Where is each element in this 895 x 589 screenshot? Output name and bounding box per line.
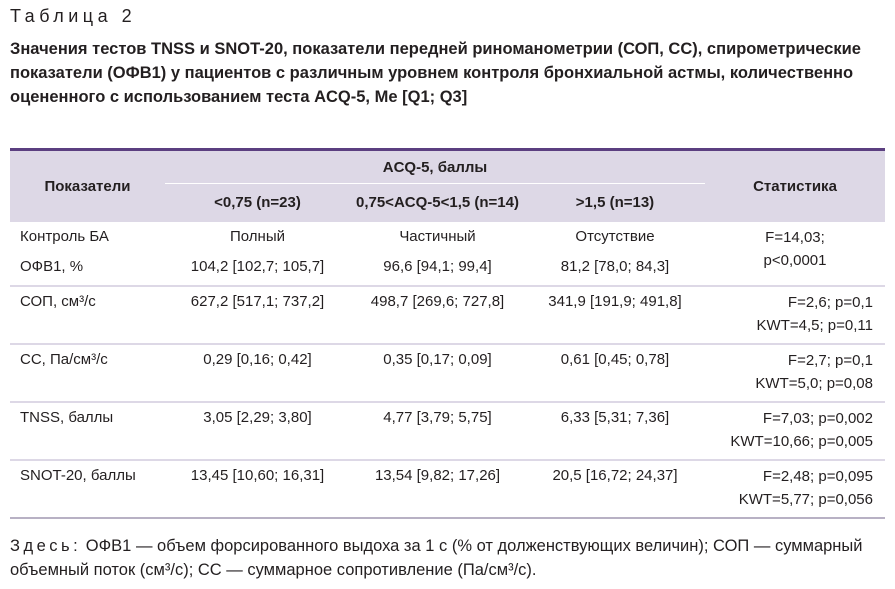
table-cell: TNSS, баллы: [10, 400, 165, 460]
cell-text: 13,54 [9,82; 17,26]: [374, 466, 501, 484]
cell-text: TNSS, баллы: [20, 408, 114, 426]
cell-text: SNOT-20, баллы: [20, 466, 136, 484]
table-cell: 13,45 [10,60; 16,31]: [165, 458, 350, 519]
table-caption: Таблица 2: [10, 6, 137, 26]
table-cell: Контроль БА: [10, 222, 165, 252]
data-table: Показатели ACQ-5, баллы Статистика <0,75…: [10, 148, 885, 519]
cell-text: 3,05 [2,29; 3,80]: [203, 408, 312, 426]
header-cell: Показатели: [10, 148, 165, 222]
cell-text: 104,2 [102,7; 105,7]: [190, 257, 325, 275]
table-row: Контроль БА Полный Частичный Отсутствие F=14…: [10, 222, 885, 269]
statistics-cell: F=2,6; p=0,1 KWT=4,5; p=0,11: [705, 284, 885, 344]
table-row: SNOT-20, баллы 13,45 [10,60; 16,31] 13,54 …: [10, 458, 885, 519]
table-row: TNSS, баллы 3,05 [2,29; 3,80] 4,77 [3,79; …: [10, 400, 885, 460]
statistics-cell: F=2,48; p=0,095 KWT=5,77; p=0,056: [705, 458, 885, 519]
cell-text: 341,9 [191,9; 491,8]: [548, 292, 682, 310]
cell-text: 0,35 [0,17; 0,09]: [383, 350, 492, 368]
header-cell: ACQ-5, баллы: [165, 148, 705, 184]
table-cell: 6,33 [5,31; 7,36]: [525, 400, 705, 460]
header-cell: Статистика: [705, 148, 885, 222]
statistics-line: F=7,03; p=0,002: [762, 409, 873, 427]
statistics-line: KWT=5,77; p=0,056: [738, 490, 873, 508]
cell-text: 627,2 [517,1; 737,2]: [190, 292, 325, 310]
cell-text: Полный: [230, 227, 285, 245]
cell-text: СОП, см³/с: [20, 292, 96, 310]
table-cell: 13,54 [9,82; 17,26]: [350, 458, 525, 519]
footnote-text: ОФВ1 — объем форсированного выдоха за 1 …: [10, 537, 863, 579]
table-cell: ОФВ1, %: [10, 252, 165, 286]
cell-text: Контроль БА: [20, 227, 109, 245]
header-cell: <0,75 (n=23): [165, 183, 350, 222]
table-cell: 498,7 [269,6; 727,8]: [350, 284, 525, 344]
table-cell: 20,5 [16,72; 24,37]: [525, 458, 705, 519]
table-cell: СОП, см³/с: [10, 284, 165, 344]
statistics-line: KWT=5,0; p=0,08: [755, 374, 873, 392]
table-cell: 0,61 [0,45; 0,78]: [525, 342, 705, 402]
header-cell: 0,75<ACQ-5<1,5 (n=14): [350, 183, 525, 222]
footnote: Здесь: ОФВ1 — объем форсированного выдох…: [10, 534, 890, 582]
table-cell: Частичный: [350, 222, 525, 252]
statistics-line: F=2,6; p=0,1: [787, 293, 873, 311]
header-row: Показатели ACQ-5, баллы Статистика: [10, 148, 885, 222]
cell-text: 0,61 [0,45; 0,78]: [560, 350, 670, 368]
cell-text: Частичный: [399, 227, 476, 245]
statistics-cell: F=14,03; p<0,0001: [705, 222, 885, 286]
table-row: СС, Па/см³/с 0,29 [0,16; 0,42] 0,35 [0,17;…: [10, 342, 885, 402]
cell-text: 13,45 [10,60; 16,31]: [190, 466, 325, 484]
footnote-lead: Здесь:: [10, 537, 82, 555]
cell-text: СС, Па/см³/с: [20, 350, 108, 368]
statistics-line: F=2,7; p=0,1: [787, 351, 873, 369]
statistics-cell: F=2,7; p=0,1 KWT=5,0; p=0,08: [705, 342, 885, 402]
table-row: ОФВ1, % 104,2 [102,7; 105,7] 96,6 [94,1; 9…: [10, 252, 885, 286]
cell-text: 4,77 [3,79; 5,75]: [383, 408, 492, 426]
table-cell: 4,77 [3,79; 5,75]: [350, 400, 525, 460]
statistics-cell: F=7,03; p=0,002 KWT=10,66; p=0,005: [705, 400, 885, 460]
table-row: СОП, см³/с 627,2 [517,1; 737,2] 498,7 [269…: [10, 284, 885, 344]
cell-text: 20,5 [16,72; 24,37]: [552, 466, 678, 484]
table-cell: 3,05 [2,29; 3,80]: [165, 400, 350, 460]
cell-text: ОФВ1, %: [20, 257, 84, 275]
statistics-line: KWT=10,66; p=0,005: [730, 432, 873, 450]
cell-text: 6,33 [5,31; 7,36]: [560, 408, 670, 426]
table-cell: SNOT-20, баллы: [10, 458, 165, 519]
table-cell: 627,2 [517,1; 737,2]: [165, 284, 350, 344]
table-cell: 0,29 [0,16; 0,42]: [165, 342, 350, 402]
cell-text: 81,2 [78,0; 84,3]: [560, 257, 670, 275]
table-cell: Полный: [165, 222, 350, 252]
table-cell: 341,9 [191,9; 491,8]: [525, 284, 705, 344]
statistics-line: KWT=4,5; p=0,11: [756, 316, 873, 334]
statistics-line: F=14,03;: [765, 228, 825, 246]
table-cell: Отсутствие: [525, 222, 705, 252]
table-cell: 0,35 [0,17; 0,09]: [350, 342, 525, 402]
header-cell: >1,5 (n=13): [525, 183, 705, 222]
statistics-line: F=2,48; p=0,095: [762, 467, 873, 485]
statistics-line: p<0,0001: [763, 251, 827, 269]
cell-text: Отсутствие: [575, 227, 655, 245]
table-title: Значения тестов TNSS и SNOT-20, показате…: [10, 40, 861, 106]
cell-text: 0,29 [0,16; 0,42]: [203, 350, 312, 368]
header-row: <0,75 (n=23) 0,75<ACQ-5<1,5 (n=14) >1,5 (n…: [10, 183, 885, 222]
table-cell: 81,2 [78,0; 84,3]: [525, 252, 705, 286]
cell-text: 498,7 [269,6; 727,8]: [370, 292, 505, 310]
table-header: Показатели ACQ-5, баллы Статистика <0,75…: [10, 148, 885, 222]
table-cell: 104,2 [102,7; 105,7]: [165, 252, 350, 286]
table-cell: СС, Па/см³/с: [10, 342, 165, 402]
table-cell: 96,6 [94,1; 99,4]: [350, 252, 525, 286]
cell-text: 96,6 [94,1; 99,4]: [383, 257, 492, 275]
table-body: Контроль БА Полный Частичный Отсутствие F=14…: [10, 222, 885, 519]
